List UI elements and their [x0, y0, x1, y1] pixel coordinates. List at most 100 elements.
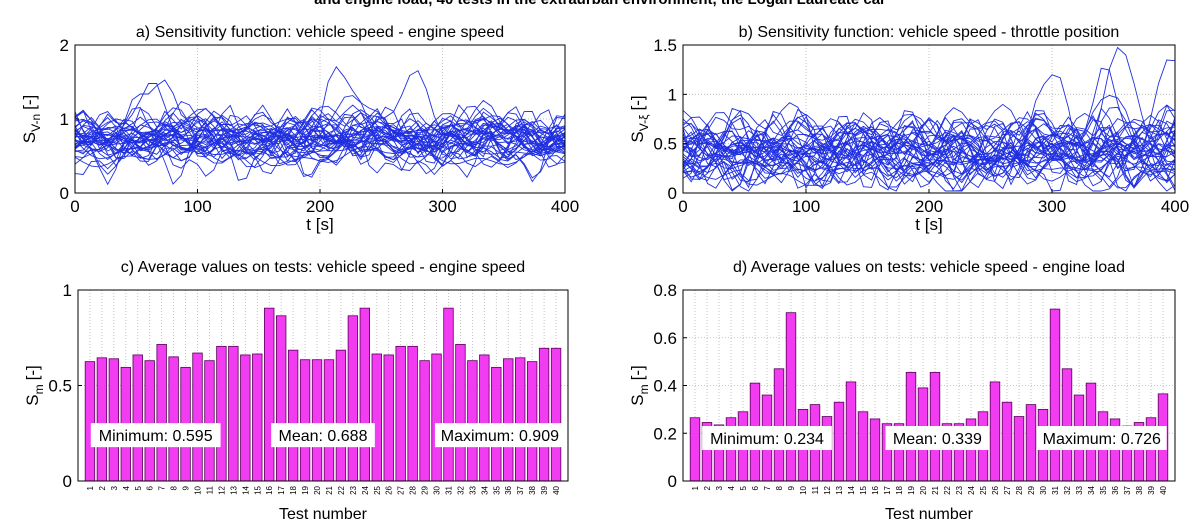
- bar-test-1: [84, 361, 96, 482]
- bar-test-27: [395, 345, 406, 482]
- y-axis-label-subscript: V-n: [29, 114, 43, 132]
- chart-panel-c: Minimum: 0.595 Mean: 0.688 Maximum: 0.909 1…: [48, 259, 569, 523]
- series-line-37: [75, 83, 565, 150]
- series-line-38: [75, 134, 565, 165]
- bar-test-37: [515, 357, 526, 482]
- x-tick-label: 24: [967, 485, 976, 494]
- series-line-25: [75, 134, 565, 161]
- y-tick-label: 0.4: [653, 377, 677, 396]
- y-axis-label-c: Sm [-]: [23, 365, 46, 405]
- y-tick-label: 0.5: [653, 135, 677, 154]
- x-tick-label: 37: [1123, 485, 1132, 494]
- page-title: and engine load, 40 tests in the extraur…: [0, 0, 1200, 8]
- bar-test-28: [407, 345, 418, 482]
- x-tick-label: 35: [1099, 485, 1108, 494]
- x-tick-label: 29: [1027, 485, 1036, 494]
- x-tick-label: 30: [433, 485, 442, 494]
- x-tick-label: 21: [325, 485, 334, 494]
- bar-test-27: [1001, 401, 1013, 482]
- series-line-4: [75, 108, 565, 161]
- stat-annotation: Maximum: 0.909: [441, 428, 559, 445]
- annotation-box: [271, 423, 375, 448]
- x-tick-label: 28: [409, 485, 418, 494]
- chart-title-b: b) Sensitivity function: vehicle speed -…: [739, 24, 1120, 41]
- bar-test-25: [371, 353, 382, 482]
- x-tick-label: 22: [943, 485, 952, 494]
- x-tick-label: 11: [811, 485, 820, 494]
- y-tick-label: 0: [60, 184, 69, 203]
- x-tick-label: 31: [1051, 485, 1060, 494]
- x-tick-label: 33: [468, 485, 477, 494]
- y-tick-label: 0: [63, 472, 72, 491]
- bar-test-19: [299, 359, 311, 482]
- stat-annotation: Mean: 0.688: [279, 428, 368, 445]
- x-tick-label: 33: [1075, 485, 1084, 494]
- series-line-39: [683, 121, 1175, 162]
- x-tick-label: 38: [528, 485, 537, 494]
- bar-test-21: [323, 359, 335, 482]
- x-tick-label: 7: [158, 485, 167, 490]
- bar-test-38: [526, 361, 538, 482]
- x-tick-label: 27: [1003, 485, 1012, 494]
- y-tick-label: 1.5: [653, 36, 677, 55]
- bar-test-29: [419, 360, 430, 482]
- bar-test-29: [1025, 404, 1037, 482]
- bar-test-39: [538, 347, 550, 482]
- bar-test-31: [1049, 308, 1061, 482]
- bar-test-32: [455, 344, 466, 482]
- annotation-box: [434, 423, 565, 448]
- x-tick-label: 14: [241, 485, 250, 494]
- bar-test-15: [857, 411, 869, 482]
- bar-test-13: [228, 345, 239, 482]
- bar-test-13: [833, 401, 845, 482]
- series-line-38: [683, 106, 1175, 170]
- x-tick-label: 29: [421, 485, 430, 494]
- chart-panel-d: Minimum: 0.234 Mean: 0.339 Maximum: 0.726 1…: [653, 259, 1176, 523]
- y-tick-label: 0: [668, 472, 677, 491]
- x-tick-label: 5: [739, 485, 748, 490]
- x-tick-label: 0: [70, 197, 79, 216]
- x-tick-label: 4: [727, 485, 736, 490]
- bar-test-33: [467, 360, 478, 482]
- x-tick-label: 300: [1038, 197, 1066, 216]
- x-tick-label: 40: [552, 485, 561, 494]
- x-tick-label: 400: [551, 197, 579, 216]
- x-tick-label: 3: [715, 485, 724, 490]
- chart-panel-a: 0 100 200 300 400 0 1 2 a) Sensitivity function:…: [60, 24, 580, 234]
- series-line-40: [75, 116, 565, 161]
- y-axis-label-unit: [-]: [628, 95, 647, 110]
- x-tick-label: 7: [763, 485, 772, 490]
- x-tick-label: 200: [915, 197, 943, 216]
- y-axis-label-unit: [-]: [628, 365, 647, 380]
- x-axis-label-b: t [s]: [915, 215, 942, 234]
- x-tick-label: 10: [799, 485, 808, 494]
- chart-panel-b: 0 100 200 300 400 0 0.5 1 1.5 b) Sensitivity func…: [653, 24, 1189, 234]
- x-tick-label: 11: [205, 485, 214, 494]
- x-tick-label: 21: [931, 485, 940, 494]
- bar-test-26: [383, 354, 394, 482]
- x-tick-label: 28: [1015, 485, 1024, 494]
- series-line-39: [75, 109, 565, 149]
- series-group: [75, 65, 565, 186]
- x-tick-label: 100: [183, 197, 211, 216]
- x-tick-label: 3: [110, 485, 119, 490]
- y-axis-label-subscript: m: [32, 384, 46, 394]
- y-tick-label: 2: [60, 36, 69, 55]
- series-line-34: [75, 138, 565, 169]
- x-tick-label: 200: [306, 197, 334, 216]
- series-line-27: [75, 125, 565, 155]
- y-tick-label: 1: [60, 110, 69, 129]
- y-axis-label-symbol: S: [20, 132, 39, 143]
- x-tick-label: 16: [265, 485, 274, 494]
- x-tick-label: 2: [98, 485, 107, 490]
- bar-test-2: [96, 357, 108, 482]
- y-tick-label: 0.5: [48, 377, 72, 396]
- x-tick-label: 100: [792, 197, 820, 216]
- x-tick-label: 18: [289, 485, 298, 494]
- chart-title-a: a) Sensitivity function: vehicle speed -…: [136, 24, 504, 41]
- x-tick-label: 20: [919, 485, 928, 494]
- bar-test-40: [550, 347, 562, 482]
- bar-test-26: [989, 381, 1001, 482]
- series-line-17: [683, 102, 1175, 171]
- x-tick-label: 38: [1135, 485, 1144, 494]
